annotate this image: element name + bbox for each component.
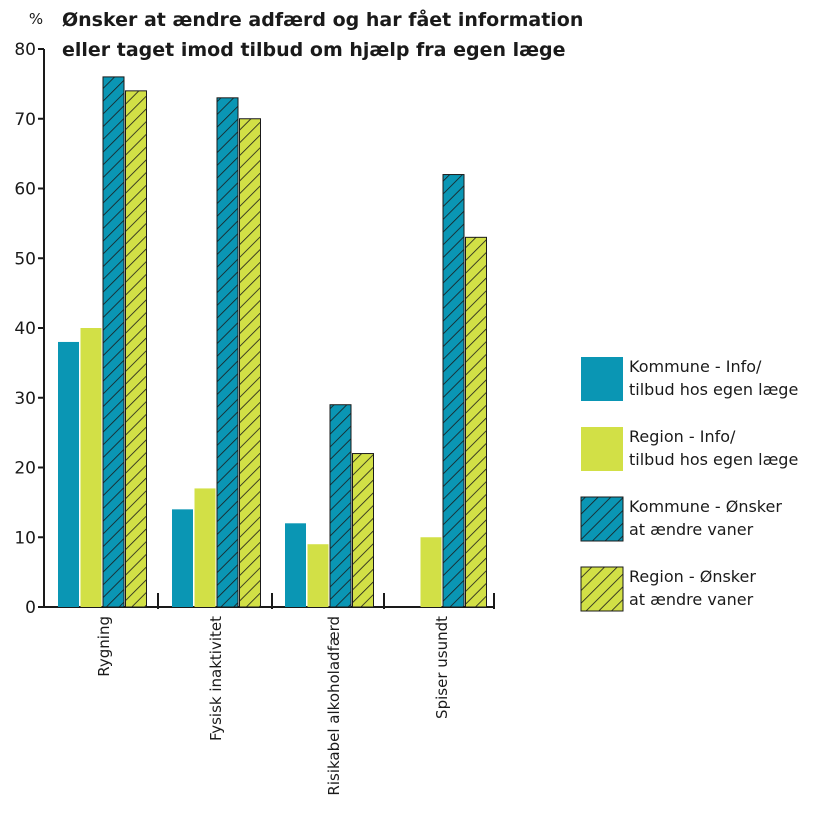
y-tick-label: 0 [25, 598, 36, 618]
legend-swatch [581, 427, 623, 471]
legend-label: tilbud hos egen læge [629, 380, 798, 399]
bar [329, 404, 352, 608]
bar [442, 174, 465, 608]
bar [420, 537, 442, 607]
x-tick-label: Fysisk inaktivitet [207, 616, 225, 741]
y-tick-label: 30 [14, 389, 36, 409]
x-tick-label: Risikabel alkoholadfærd [325, 616, 343, 796]
bar [216, 97, 239, 608]
y-tick-label: 50 [14, 249, 36, 269]
bar [80, 328, 102, 607]
x-axis-ticks: Rygning Fysisk inaktivitet Risikabel alkoh… [95, 593, 495, 796]
bar [307, 544, 329, 607]
y-axis-ticks: 0 10 20 30 40 50 60 70 80 [14, 40, 44, 618]
y-tick-label: 80 [14, 40, 36, 60]
legend-label: Region - Ønsker [629, 567, 756, 586]
bar [125, 90, 147, 608]
y-tick-label: 70 [14, 110, 36, 130]
bar [465, 236, 487, 608]
legend-swatch [580, 566, 624, 612]
legend-label: Kommune - Ønsker [629, 497, 782, 516]
legend-swatch [581, 357, 623, 401]
legend-label: tilbud hos egen læge [629, 450, 798, 469]
y-tick-label: 40 [14, 319, 36, 339]
legend-label: at ændre vaner [629, 520, 754, 539]
legend-label: Region - Info/ [629, 427, 736, 446]
y-tick-label: 10 [14, 528, 36, 548]
bar [352, 453, 374, 608]
x-tick-label: Rygning [95, 616, 113, 677]
y-unit-label: % [29, 10, 43, 28]
bar [102, 76, 125, 608]
legend-swatch [580, 496, 624, 542]
y-tick-label: 20 [14, 459, 36, 479]
bar [58, 341, 79, 607]
chart-title-line-2: eller taget imod tilbud om hjælp fra ege… [62, 39, 566, 61]
bar [194, 488, 216, 607]
bar [285, 523, 306, 607]
bar [239, 118, 261, 608]
legend: Kommune - Info/tilbud hos egen læge Regio… [580, 357, 798, 612]
bar [172, 509, 193, 607]
legend-label: at ændre vaner [629, 590, 754, 609]
y-tick-label: 60 [14, 180, 36, 200]
legend-label: Kommune - Info/ [629, 357, 762, 376]
chart-title-line-1: Ønsker at ændre adfærd og har fået infor… [62, 7, 583, 31]
x-tick-label: Spiser usundt [433, 616, 451, 719]
bars [58, 76, 487, 608]
